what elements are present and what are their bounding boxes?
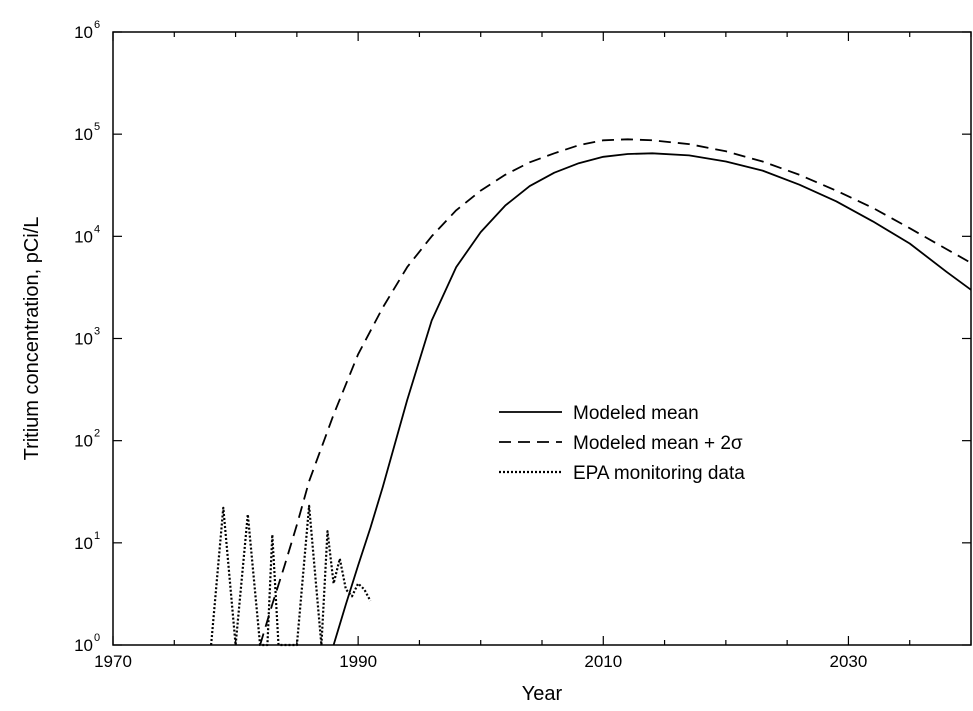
legend: Modeled mean Modeled mean + 2σ EPA monitor…: [499, 403, 745, 484]
y-tick-label-exponent: 6: [94, 19, 100, 31]
legend-label-3: EPA monitoring data: [573, 463, 745, 484]
x-tick-label: 1990: [339, 652, 377, 671]
y-tick-label-exponent: 1: [94, 530, 100, 542]
y-tick-label-exponent: 2: [94, 428, 100, 440]
y-tick-label: 10: [74, 227, 93, 246]
y-axis-label: Tritium concentration, pCi/L: [21, 217, 43, 461]
y-tick-label-exponent: 0: [94, 632, 100, 644]
y-tick-label: 10: [74, 330, 93, 349]
y-tick-label: 10: [74, 534, 93, 553]
series-line-2: [259, 138, 972, 646]
x-tick-label: 1970: [94, 652, 132, 671]
y-tick-label: 10: [74, 125, 93, 144]
y-tick-label-exponent: 3: [94, 326, 100, 338]
plot-axes: [112, 31, 972, 646]
y-tick-label: 10: [74, 636, 93, 655]
series-line-1: [332, 152, 972, 646]
plot-frame: [112, 31, 972, 646]
x-tick-label: 2010: [584, 652, 622, 671]
x-axis-label: Year: [522, 683, 563, 705]
y-tick-label-exponent: 5: [94, 121, 100, 133]
legend-label-1: Modeled mean: [573, 403, 699, 424]
legend-label-2: Modeled mean + 2σ: [573, 433, 743, 454]
y-tick-label-exponent: 4: [94, 223, 100, 235]
y-tick-label: 10: [74, 432, 93, 451]
y-tick-label: 10: [74, 23, 93, 42]
x-tick-label: 2030: [830, 652, 868, 671]
series-lines: [210, 138, 972, 647]
series-line-3: [210, 504, 372, 647]
